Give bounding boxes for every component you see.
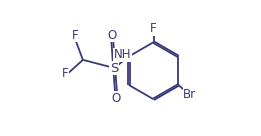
Text: F: F xyxy=(72,29,78,42)
Text: S: S xyxy=(110,61,118,75)
Text: F: F xyxy=(62,67,69,80)
Text: F: F xyxy=(150,22,157,35)
Text: Br: Br xyxy=(183,88,197,101)
Text: O: O xyxy=(108,29,117,42)
Text: NH: NH xyxy=(114,48,131,61)
Text: O: O xyxy=(112,92,121,105)
